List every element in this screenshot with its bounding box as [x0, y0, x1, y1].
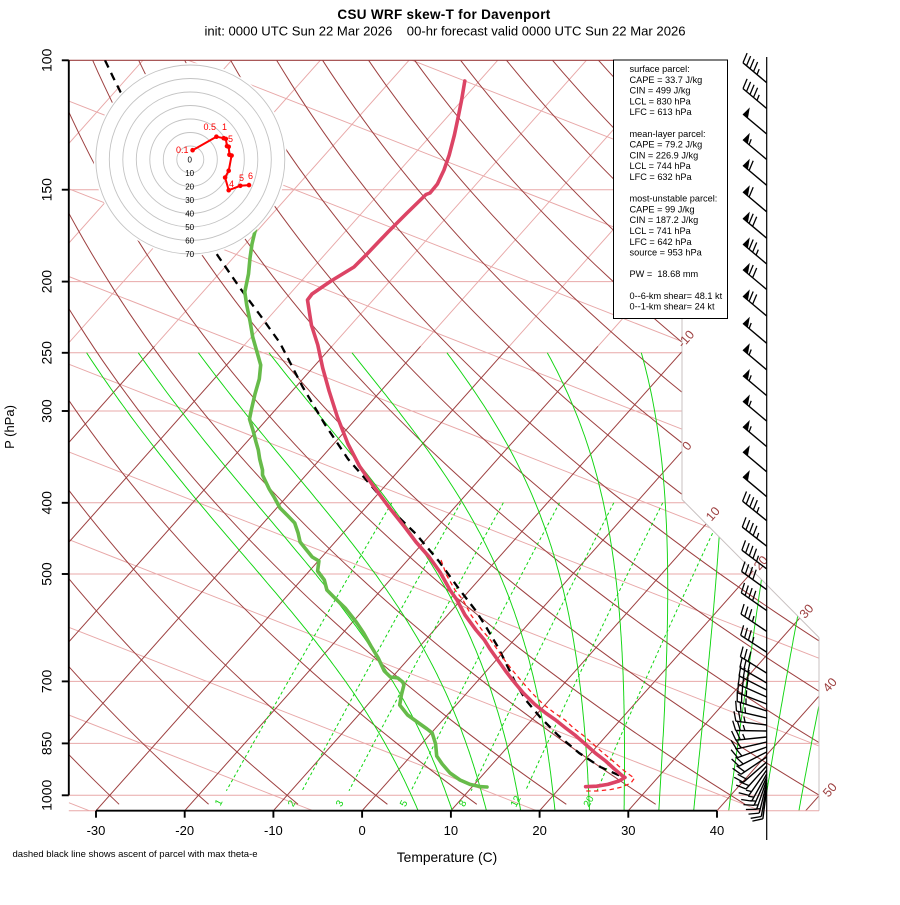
- svg-text:LFC = 613 hPa: LFC = 613 hPa: [630, 107, 693, 117]
- svg-text:P (hPa): P (hPa): [2, 405, 17, 449]
- svg-text:-20: -20: [175, 823, 194, 838]
- svg-text:0: 0: [187, 156, 192, 165]
- svg-text:CAPE = 99 J/kg: CAPE = 99 J/kg: [630, 204, 695, 214]
- svg-text:1000: 1000: [39, 780, 55, 811]
- svg-text:CIN = 499 J/kg: CIN = 499 J/kg: [630, 86, 691, 96]
- svg-text:Temperature (C): Temperature (C): [397, 850, 497, 865]
- svg-text:500: 500: [39, 562, 55, 586]
- svg-text:CAPE = 33.7 J/kg: CAPE = 33.7 J/kg: [630, 75, 703, 85]
- svg-text:100: 100: [39, 48, 55, 72]
- svg-text:0.5: 0.5: [203, 122, 216, 132]
- svg-text:10: 10: [185, 169, 194, 178]
- svg-text:LCL = 744 hPa: LCL = 744 hPa: [630, 161, 692, 171]
- svg-text:20: 20: [532, 823, 546, 838]
- svg-text:0--6-km shear= 48.1 kt: 0--6-km shear= 48.1 kt: [630, 291, 723, 301]
- svg-text:LCL = 741 hPa: LCL = 741 hPa: [630, 226, 692, 236]
- svg-text:surface parcel:: surface parcel:: [630, 64, 690, 74]
- svg-text:source = 953 hPa: source = 953 hPa: [630, 248, 703, 258]
- svg-text:mean-layer parcel:: mean-layer parcel:: [630, 129, 706, 139]
- svg-text:-10: -10: [264, 823, 283, 838]
- svg-text:60: 60: [185, 237, 194, 246]
- svg-text:300: 300: [39, 399, 55, 423]
- svg-text:most-unstable parcel:: most-unstable parcel:: [630, 194, 718, 204]
- svg-text:250: 250: [39, 341, 55, 365]
- svg-text:5: 5: [239, 173, 244, 183]
- svg-text:0--1-km shear= 24 kt: 0--1-km shear= 24 kt: [630, 302, 715, 312]
- svg-text:70: 70: [185, 250, 194, 259]
- svg-text:700: 700: [39, 670, 55, 694]
- svg-text:PW = 18.68 mm: PW = 18.68 mm: [630, 269, 699, 279]
- svg-text:CIN = 226.9 J/kg: CIN = 226.9 J/kg: [630, 150, 699, 160]
- svg-text:1: 1: [222, 122, 227, 132]
- svg-text:50: 50: [185, 223, 194, 232]
- svg-text:CIN = 187.2 J/kg: CIN = 187.2 J/kg: [630, 215, 699, 225]
- svg-text:200: 200: [39, 270, 55, 294]
- svg-text:LCL = 830 hPa: LCL = 830 hPa: [630, 96, 692, 106]
- svg-text:0: 0: [358, 823, 365, 838]
- svg-text:LFC = 632 hPa: LFC = 632 hPa: [630, 172, 693, 182]
- svg-text:4: 4: [229, 179, 234, 189]
- svg-text:20: 20: [185, 183, 194, 192]
- svg-text:CAPE = 79.2 J/kg: CAPE = 79.2 J/kg: [630, 140, 703, 150]
- svg-text:6: 6: [248, 171, 253, 181]
- svg-text:40: 40: [710, 823, 724, 838]
- svg-text:10: 10: [444, 823, 458, 838]
- svg-text:CSU WRF skew-T for Davenport: CSU WRF skew-T for Davenport: [337, 7, 550, 22]
- svg-text:400: 400: [39, 491, 55, 515]
- svg-text:850: 850: [39, 732, 55, 756]
- svg-text:0.1: 0.1: [176, 145, 189, 155]
- svg-text:5: 5: [228, 134, 233, 144]
- svg-text:150: 150: [39, 178, 55, 202]
- svg-text:dashed black line shows ascent: dashed black line shows ascent of parcel…: [13, 849, 258, 860]
- svg-text:40: 40: [185, 210, 194, 219]
- svg-text:LFC = 642 hPa: LFC = 642 hPa: [630, 237, 693, 247]
- svg-text:30: 30: [621, 823, 635, 838]
- svg-text:init: 0000 UTC Sun 22 Mar 2026: init: 0000 UTC Sun 22 Mar 2026 00-hr for…: [204, 24, 685, 39]
- svg-text:30: 30: [185, 196, 194, 205]
- svg-text:-30: -30: [87, 823, 106, 838]
